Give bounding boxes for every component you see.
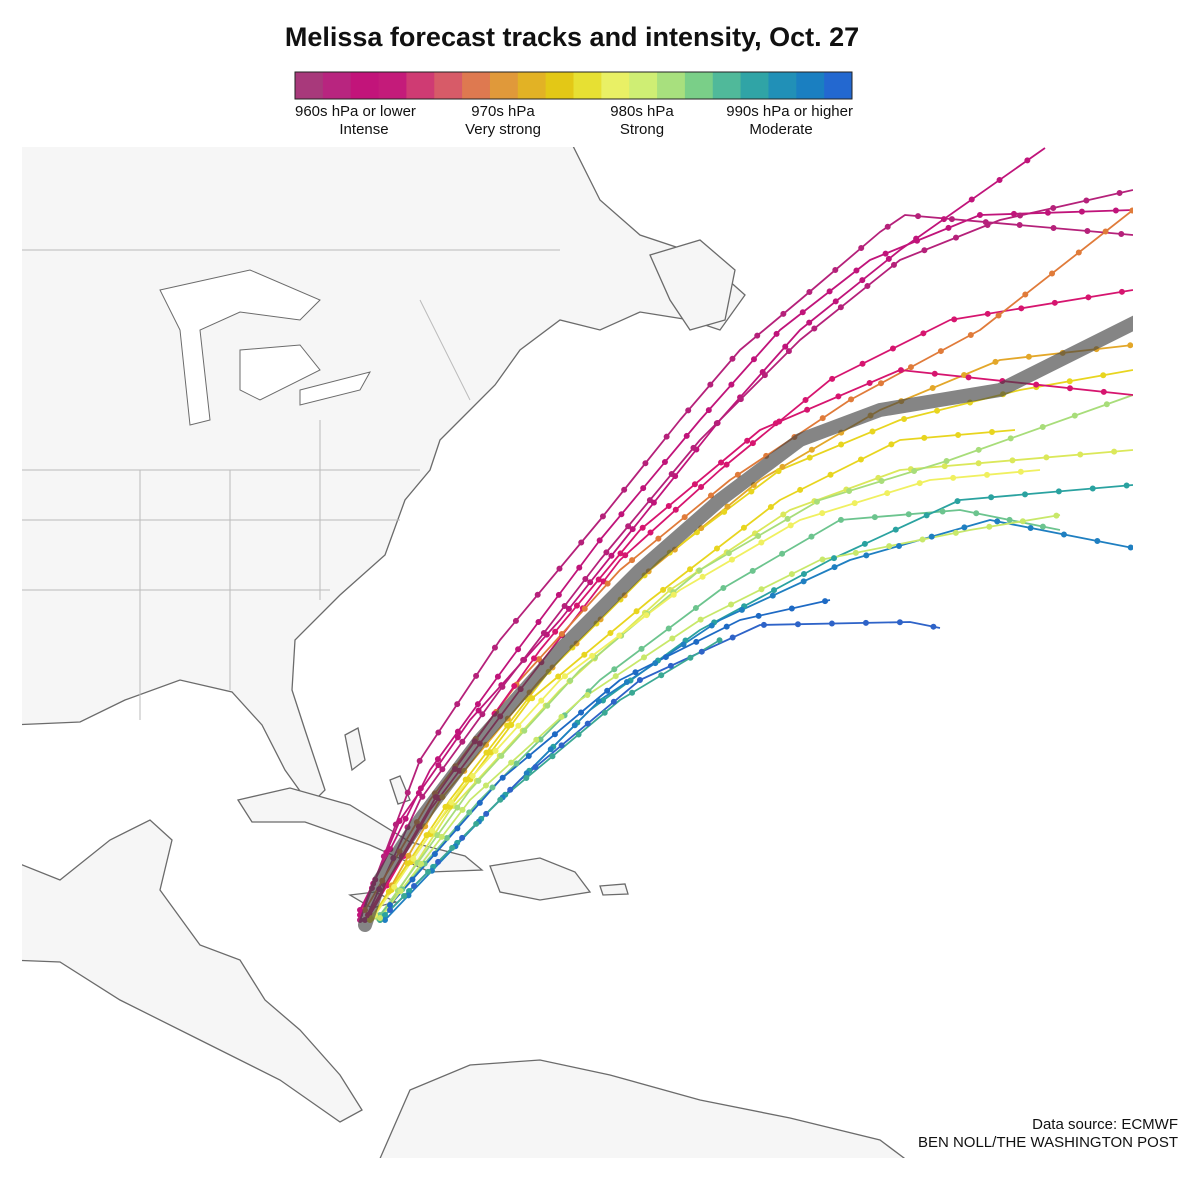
cuba — [236, 787, 484, 873]
bahamas — [344, 727, 411, 805]
colorbar-swatch — [740, 72, 769, 99]
colorbar-swatch — [824, 72, 853, 99]
legend-intensity: Strong — [620, 121, 664, 138]
hispaniola — [489, 857, 592, 901]
colorbar-swatch — [545, 72, 574, 99]
legend-pressure: 980s hPa — [610, 103, 674, 120]
colorbar-swatch — [712, 72, 742, 99]
puerto-rico — [599, 883, 629, 896]
legend-intensity: Intense — [339, 121, 388, 138]
colorbar-swatch — [629, 72, 658, 99]
colorbar-swatch — [517, 72, 547, 99]
track — [364, 189, 1133, 921]
colorbar-swatch — [406, 72, 435, 99]
colorbar-swatch — [657, 72, 686, 99]
track — [374, 469, 1041, 916]
map — [22, 147, 1133, 1158]
credit: BEN NOLL/THE WASHINGTON POST — [918, 1134, 1178, 1151]
legend-pressure: 970s hPa — [471, 103, 535, 120]
track-points — [357, 211, 1133, 923]
track-points — [365, 366, 1133, 918]
track — [359, 147, 1046, 916]
colorbar-swatch — [573, 72, 602, 99]
colorbar-swatch — [434, 72, 463, 99]
legend-pressure: 990s hPa or higher — [726, 103, 853, 120]
legend-pressure: 960s hPa or lower — [295, 103, 416, 120]
track-points — [375, 392, 1133, 921]
newfoundland — [649, 239, 736, 331]
title: Melissa forecast tracks and intensity, O… — [285, 22, 859, 52]
colorbar-swatch — [462, 72, 491, 99]
track-points — [377, 512, 1063, 921]
colorbar-swatch — [684, 72, 714, 99]
colorbar-swatch — [768, 72, 797, 99]
colorbar-swatch — [322, 72, 352, 99]
colorbar-swatch — [378, 72, 407, 99]
legend-intensity: Very strong — [465, 121, 541, 138]
colorbar-swatch — [601, 72, 630, 99]
south-america — [379, 1059, 906, 1158]
track-points — [367, 367, 1133, 923]
track-points — [357, 207, 1133, 913]
source: Data source: ECMWF — [1032, 1116, 1178, 1133]
great-lakes — [159, 269, 372, 426]
colorbar — [295, 72, 853, 99]
track-points — [377, 447, 1133, 923]
colorbar-swatch — [489, 72, 519, 99]
forecast-tracks — [357, 147, 1133, 923]
colorbar-frame — [294, 71, 853, 100]
track-points — [387, 618, 943, 913]
mean-track — [358, 315, 1133, 932]
mexico-central-america — [22, 819, 363, 1123]
legend-intensity: Moderate — [749, 121, 812, 138]
colorbar-swatch — [796, 72, 825, 99]
colorbar-swatch — [350, 72, 380, 99]
state-borders — [22, 249, 560, 720]
colorbar-swatch — [295, 72, 324, 99]
track — [389, 599, 831, 906]
